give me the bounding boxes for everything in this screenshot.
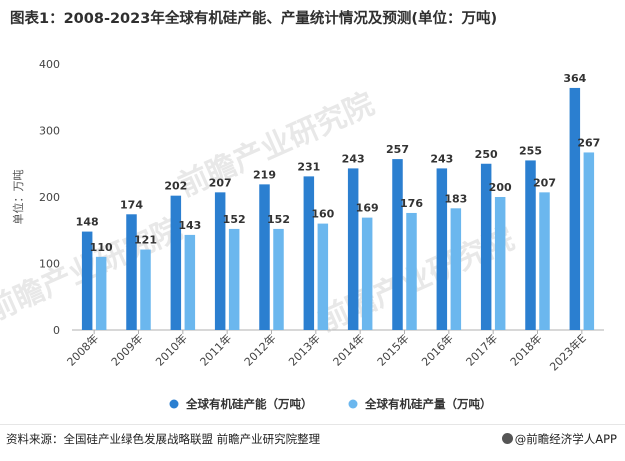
data-label: 160 bbox=[311, 208, 334, 221]
bar-output bbox=[539, 192, 550, 330]
x-tick-label: 2011年 bbox=[197, 331, 234, 368]
source-orgs: 全国硅产业绿色发展战略联盟 前瞻产业研究院整理 bbox=[63, 432, 321, 446]
data-label: 207 bbox=[533, 176, 556, 189]
x-tick-label: 2013年 bbox=[285, 331, 322, 368]
bar-output bbox=[228, 228, 240, 330]
data-label: 169 bbox=[356, 202, 379, 215]
brand-text: @前瞻经济学人APP bbox=[514, 432, 617, 446]
bar-output bbox=[494, 197, 506, 330]
data-label: 183 bbox=[444, 192, 467, 205]
bar-output bbox=[317, 223, 329, 330]
data-label: 255 bbox=[519, 144, 542, 157]
bar-output bbox=[450, 208, 462, 330]
bar-output bbox=[140, 249, 151, 330]
x-tick-label: 2015年 bbox=[374, 331, 411, 368]
bar-capacity bbox=[525, 160, 536, 330]
x-tick-label: 2009年 bbox=[108, 331, 145, 368]
bar-output bbox=[406, 212, 417, 330]
data-label: 121 bbox=[134, 234, 157, 247]
data-label: 250 bbox=[475, 148, 498, 161]
y-axis-label: 单位：万吨 bbox=[11, 170, 25, 225]
data-label: 207 bbox=[209, 176, 232, 189]
bar-capacity bbox=[303, 176, 315, 330]
data-label: 219 bbox=[253, 168, 276, 181]
data-label: 243 bbox=[430, 152, 453, 165]
bar-chart: 单位：万吨 0 100 200 300 400 148 110 2008年 174 121 2009年… bbox=[11, 58, 604, 411]
bar-output bbox=[95, 256, 107, 330]
bar-capacity bbox=[126, 214, 137, 330]
data-label: 257 bbox=[386, 143, 409, 156]
divider bbox=[0, 424, 625, 425]
bar-capacity bbox=[81, 231, 93, 330]
bar-capacity bbox=[569, 87, 581, 330]
data-label: 174 bbox=[120, 198, 143, 211]
data-label: 152 bbox=[223, 213, 246, 226]
data-label: 202 bbox=[164, 180, 187, 193]
brand-credit: @前瞻经济学人APP bbox=[501, 431, 617, 447]
y-tick-label: 100 bbox=[39, 258, 60, 271]
data-label: 148 bbox=[76, 216, 99, 229]
data-label: 176 bbox=[400, 197, 423, 210]
data-label: 231 bbox=[297, 160, 320, 173]
legend-label: 全球有机硅产量（万吨） bbox=[364, 397, 492, 411]
brand-logo-icon bbox=[501, 433, 513, 444]
bar-capacity bbox=[259, 184, 270, 330]
bar-output bbox=[184, 234, 196, 330]
x-tick-label: 2008年 bbox=[64, 331, 101, 368]
bar-capacity bbox=[347, 168, 359, 330]
x-tick-label: 2016年 bbox=[418, 331, 455, 368]
data-label: 152 bbox=[267, 213, 290, 226]
bar-capacity bbox=[214, 192, 226, 330]
chart-title: 图表1：2008-2023年全球有机硅产能、产量统计情况及预测(单位：万吨) bbox=[10, 11, 498, 27]
legend-label: 全球有机硅产能（万吨） bbox=[185, 397, 313, 411]
x-tick-label: 2018年 bbox=[507, 331, 544, 368]
legend-marker bbox=[348, 399, 358, 409]
bar-capacity bbox=[170, 195, 182, 330]
bar-capacity bbox=[480, 163, 492, 330]
data-label: 243 bbox=[342, 152, 365, 165]
legend-marker bbox=[169, 399, 179, 409]
data-label: 200 bbox=[489, 181, 512, 194]
source-note: 资料来源：全国硅产业绿色发展战略联盟 前瞻产业研究院整理 bbox=[6, 431, 320, 447]
x-tick-label: 2017年 bbox=[463, 331, 500, 368]
x-tick-label: 2014年 bbox=[330, 331, 367, 368]
y-tick-label: 200 bbox=[39, 191, 60, 204]
x-tick-label: 2023年E bbox=[547, 331, 589, 373]
y-tick-label: 400 bbox=[39, 58, 60, 71]
x-tick-label: 2010年 bbox=[152, 331, 189, 368]
y-tick-label: 300 bbox=[39, 125, 60, 138]
bar-output bbox=[273, 228, 284, 330]
data-label: 267 bbox=[577, 136, 600, 149]
data-label: 364 bbox=[563, 72, 586, 85]
bar-output bbox=[361, 217, 373, 330]
bar-capacity bbox=[436, 168, 448, 330]
data-label: 143 bbox=[178, 219, 201, 232]
data-label: 110 bbox=[90, 241, 113, 254]
x-tick-label: 2012年 bbox=[241, 331, 278, 368]
bar-capacity bbox=[392, 159, 403, 330]
bar-output bbox=[583, 152, 595, 330]
y-tick-label: 0 bbox=[53, 324, 60, 337]
source-label: 资料来源： bbox=[6, 432, 64, 446]
